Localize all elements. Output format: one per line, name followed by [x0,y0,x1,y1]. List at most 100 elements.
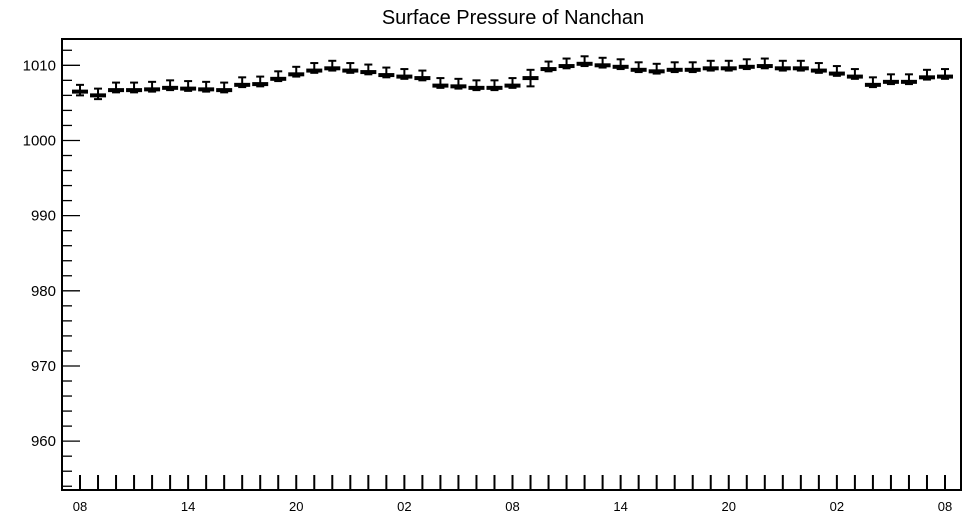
data-point [576,55,593,68]
x-tick-label: 02 [397,499,411,514]
data-point [126,81,143,94]
data-point [522,68,539,88]
data-point [90,87,107,101]
data-point [756,57,773,70]
point-marker [306,68,323,73]
point-marker [522,76,539,81]
data-point [702,59,719,72]
point-marker [162,85,179,90]
point-marker [360,70,377,75]
point-marker [252,82,269,87]
point-marker [342,68,359,73]
point-marker [234,82,251,87]
data-point [162,79,179,92]
point-marker [432,83,449,88]
point-marker [630,67,647,72]
x-tick-label: 08 [505,499,519,514]
point-marker [486,85,503,90]
data-point [918,68,935,81]
x-tick-label: 02 [830,499,844,514]
point-marker [288,72,305,77]
point-marker [198,87,215,92]
data-point [792,59,809,72]
x-tick-label: 14 [181,499,195,514]
data-point [288,65,305,78]
y-axis: 960 970 980 990 1000 1010 [23,49,80,487]
data-point [937,68,953,80]
data-point [666,61,683,74]
data-point [828,65,845,77]
data-point [234,76,251,89]
point-marker [937,74,953,79]
point-marker [90,93,107,98]
point-marker [270,76,287,81]
data-point [450,77,467,90]
data-point [144,80,161,93]
data-point [774,59,791,72]
data-point [612,58,629,71]
data-point [378,66,395,79]
point-marker [396,74,413,79]
y-tick-label: 990 [31,208,56,225]
point-marker [540,67,557,72]
point-marker [324,66,341,71]
point-marker [738,64,755,69]
point-marker [180,86,197,91]
point-marker [144,87,161,92]
point-marker [504,83,521,88]
point-marker [612,64,629,69]
point-marker [774,66,791,71]
data-point [810,62,827,74]
data-point [594,56,611,69]
data-point [558,57,575,70]
point-marker [414,76,431,81]
data-point [504,77,521,89]
data-point [72,83,88,97]
point-marker [846,74,863,79]
data-point [216,81,233,94]
point-marker [576,61,593,66]
point-marker [684,67,701,72]
data-point [432,77,449,89]
data-point [468,79,485,92]
data-point [648,62,665,75]
y-tick-label: 1010 [23,57,56,74]
x-tick-label: 20 [722,499,736,514]
data-point [684,61,701,74]
point-marker [450,84,467,89]
point-marker [702,66,719,71]
point-marker [72,89,88,94]
point-marker [648,69,665,74]
data-point [720,59,737,72]
data-series [72,55,953,101]
x-axis: 08 14 20 02 08 14 20 02 08 [73,475,952,514]
x-tick-label: 14 [613,499,627,514]
data-point [252,75,269,88]
point-marker [918,75,935,80]
point-marker [216,88,233,93]
chart-title: Surface Pressure of Nanchan [382,7,644,29]
data-point [414,69,431,82]
data-point [540,60,557,73]
point-marker [558,64,575,69]
x-tick-label: 08 [73,499,87,514]
data-point [198,80,215,93]
data-point [900,73,917,86]
point-marker [378,73,395,78]
x-tick-label: 08 [938,499,952,514]
y-tick-label: 980 [31,283,56,300]
point-marker [828,71,845,76]
point-marker [126,88,143,93]
data-point [864,76,881,89]
point-marker [666,67,683,72]
point-marker [720,66,737,71]
point-marker [108,88,125,93]
point-marker [468,85,485,90]
point-marker [756,64,773,69]
point-marker [882,79,899,84]
plot-frame [61,38,962,491]
y-tick-label: 960 [31,433,56,450]
y-tick-label: 970 [31,358,56,375]
point-marker [900,79,917,84]
